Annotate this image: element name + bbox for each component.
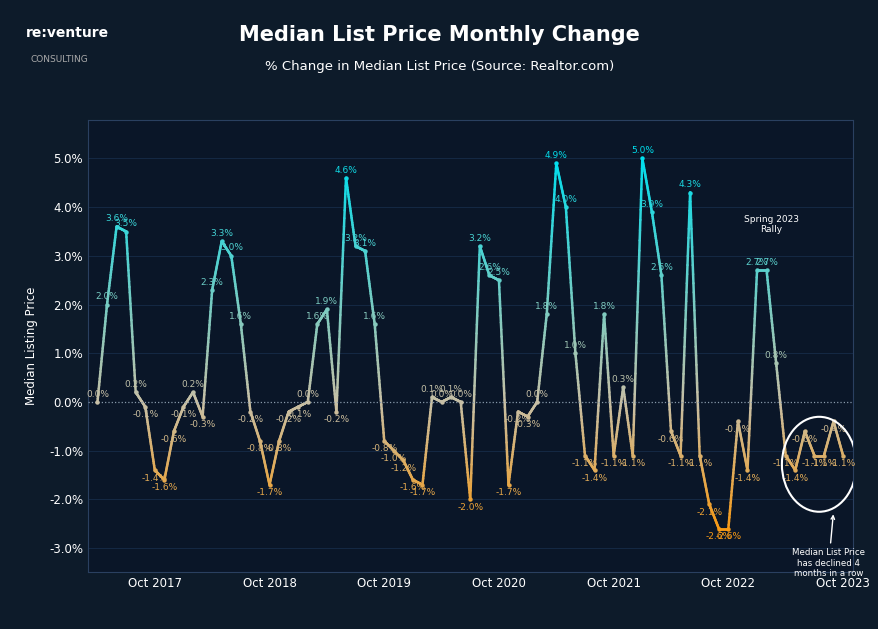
Text: -0.1%: -0.1% (132, 410, 158, 420)
Text: 1.6%: 1.6% (306, 311, 328, 321)
Text: -1.0%: -1.0% (380, 454, 407, 463)
Text: 4.0%: 4.0% (554, 195, 577, 204)
Text: 1.6%: 1.6% (229, 311, 252, 321)
Text: 1.6%: 1.6% (363, 311, 385, 321)
Text: -1.1%: -1.1% (686, 459, 712, 468)
Text: 0.1%: 0.1% (420, 385, 443, 394)
Text: 3.1%: 3.1% (353, 238, 376, 248)
Text: 1.9%: 1.9% (315, 297, 338, 306)
Text: 3.2%: 3.2% (468, 234, 491, 243)
Text: 3.2%: 3.2% (343, 234, 367, 243)
Text: 2.0%: 2.0% (96, 292, 119, 301)
Text: -1.1%: -1.1% (572, 459, 597, 468)
Text: 0.2%: 0.2% (124, 380, 147, 389)
Text: 0.0%: 0.0% (429, 389, 452, 399)
Text: -1.4%: -1.4% (141, 474, 168, 482)
Text: -0.2%: -0.2% (505, 415, 530, 424)
Text: 2.5%: 2.5% (487, 268, 510, 277)
Text: -1.1%: -1.1% (829, 459, 855, 468)
Text: 3.9%: 3.9% (640, 199, 663, 209)
Text: 2.7%: 2.7% (745, 258, 767, 267)
Text: -0.2%: -0.2% (276, 415, 301, 424)
Text: 2.7%: 2.7% (754, 258, 777, 267)
Text: 2.6%: 2.6% (478, 263, 500, 272)
Text: -1.7%: -1.7% (256, 488, 283, 497)
Text: 0.2%: 0.2% (182, 380, 205, 389)
Text: -2.0%: -2.0% (457, 503, 483, 512)
Text: -0.1%: -0.1% (284, 410, 311, 420)
Text: CONSULTING: CONSULTING (31, 55, 89, 64)
Text: 0.8%: 0.8% (764, 350, 787, 360)
Text: -1.1%: -1.1% (619, 459, 645, 468)
Text: -0.8%: -0.8% (371, 444, 397, 454)
Text: -1.1%: -1.1% (772, 459, 798, 468)
Text: 5.0%: 5.0% (630, 146, 653, 155)
Text: 0.3%: 0.3% (611, 375, 634, 384)
Text: -1.1%: -1.1% (810, 459, 836, 468)
Text: 0.0%: 0.0% (449, 389, 471, 399)
Text: -0.4%: -0.4% (724, 425, 750, 434)
Text: -2.1%: -2.1% (695, 508, 722, 516)
Text: 2.3%: 2.3% (200, 277, 223, 287)
Text: Median List Price
has declined 4
months in a row: Median List Price has declined 4 months … (791, 516, 864, 578)
Text: 3.0%: 3.0% (220, 243, 242, 252)
Text: 2.6%: 2.6% (649, 263, 673, 272)
Text: -1.1%: -1.1% (801, 459, 826, 468)
Text: -0.8%: -0.8% (266, 444, 291, 454)
Text: 0.0%: 0.0% (525, 389, 548, 399)
Text: -0.2%: -0.2% (237, 415, 263, 424)
Text: 4.6%: 4.6% (335, 165, 357, 174)
Text: -1.2%: -1.2% (390, 464, 416, 473)
Text: 3.5%: 3.5% (114, 219, 138, 228)
Text: 1.8%: 1.8% (592, 302, 615, 311)
Text: 4.3%: 4.3% (678, 180, 701, 189)
Text: -0.2%: -0.2% (323, 415, 349, 424)
Text: -1.7%: -1.7% (495, 488, 521, 497)
Text: -0.6%: -0.6% (791, 435, 817, 443)
Text: 0.0%: 0.0% (296, 389, 319, 399)
Text: 0.1%: 0.1% (439, 385, 462, 394)
Text: -2.6%: -2.6% (705, 532, 731, 541)
Text: -0.6%: -0.6% (657, 435, 683, 443)
Text: -1.7%: -1.7% (409, 488, 435, 497)
Text: -1.6%: -1.6% (151, 483, 177, 493)
Text: -0.8%: -0.8% (247, 444, 273, 454)
Text: -2.6%: -2.6% (715, 532, 740, 541)
Text: Median List Price Monthly Change: Median List Price Monthly Change (239, 25, 639, 45)
Text: 3.3%: 3.3% (210, 229, 233, 238)
Text: 3.6%: 3.6% (105, 214, 128, 223)
Text: -0.4%: -0.4% (819, 425, 846, 434)
Text: -0.3%: -0.3% (190, 420, 215, 429)
Text: 1.0%: 1.0% (564, 341, 587, 350)
Text: 4.9%: 4.9% (544, 151, 567, 160)
Text: 1.8%: 1.8% (535, 302, 558, 311)
Text: re:venture: re:venture (26, 26, 110, 40)
Text: -1.1%: -1.1% (666, 459, 693, 468)
Text: % Change in Median List Price (Source: Realtor.com): % Change in Median List Price (Source: R… (264, 60, 614, 72)
Text: -1.1%: -1.1% (600, 459, 626, 468)
Text: -1.4%: -1.4% (581, 474, 607, 482)
Text: 0.0%: 0.0% (86, 389, 109, 399)
Text: -0.1%: -0.1% (170, 410, 197, 420)
Y-axis label: Median Listing Price: Median Listing Price (25, 287, 38, 405)
Text: -1.4%: -1.4% (781, 474, 808, 482)
Text: -0.3%: -0.3% (514, 420, 540, 429)
Text: -0.6%: -0.6% (161, 435, 187, 443)
Text: -1.4%: -1.4% (734, 474, 759, 482)
Text: -1.6%: -1.6% (399, 483, 426, 493)
Text: Spring 2023
Rally: Spring 2023 Rally (743, 214, 798, 234)
